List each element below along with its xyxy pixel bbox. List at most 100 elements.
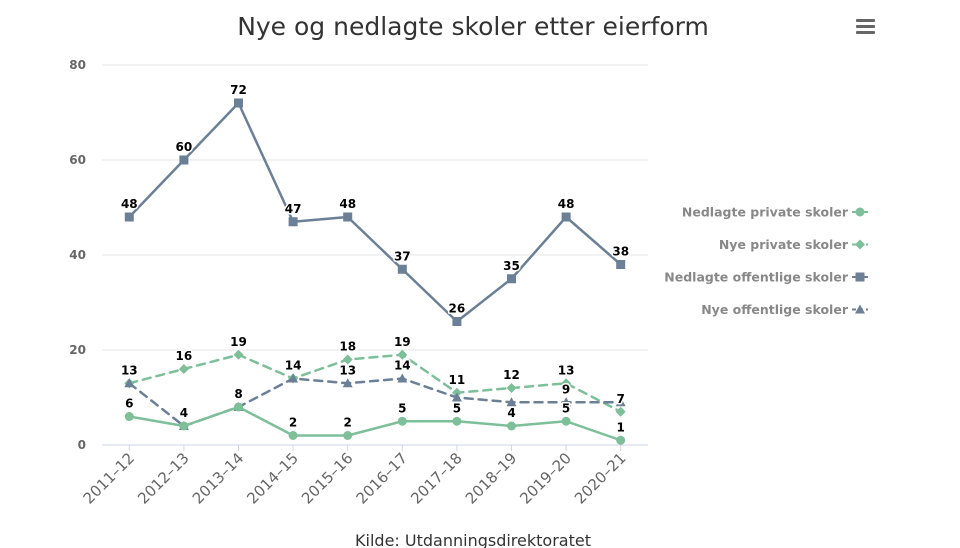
data-label: 48 (339, 197, 356, 211)
data-label: 13 (121, 363, 138, 377)
data-label: 19 (230, 335, 247, 349)
legend-marker (855, 207, 865, 217)
x-tick-label: 2014–15 (243, 449, 302, 508)
credit-text: Kilde: Utdanningsdirektoratet (355, 531, 591, 548)
data-label: 60 (176, 140, 193, 154)
data-point (615, 406, 626, 417)
data-point (616, 260, 626, 269)
legend-marker (855, 272, 865, 282)
legend-item[interactable]: Nye offentlige skoler (701, 302, 868, 317)
legend: Nedlagte private skoler Nye private skole… (664, 205, 868, 317)
legend-item[interactable]: Nedlagte private skoler (682, 205, 868, 220)
data-label: 4 (180, 406, 188, 420)
x-tick-label: 2013–14 (189, 449, 248, 508)
data-point (288, 373, 299, 383)
data-label: 4 (507, 406, 515, 420)
legend-label: Nedlagte offentlige skoler (664, 270, 849, 285)
x-axis: 2011–122012–132013–142014–152015–162016–… (80, 445, 630, 508)
data-label: 37 (394, 249, 411, 263)
data-point (234, 98, 243, 108)
legend-item[interactable]: Nedlagte offentlige skoler (664, 270, 868, 285)
y-tick-label: 80 (69, 58, 86, 72)
legend-marker (855, 239, 865, 250)
data-label: 72 (230, 83, 247, 97)
hamburger-menu-icon[interactable] (852, 14, 880, 40)
x-tick-label: 2018–19 (462, 449, 521, 508)
data-label: 5 (398, 401, 406, 415)
data-label: 26 (449, 302, 466, 316)
data-label: 35 (503, 259, 520, 273)
data-point (561, 212, 571, 222)
data-label: 11 (449, 373, 466, 387)
data-point (343, 212, 353, 222)
data-point (616, 435, 626, 445)
series-0 (124, 402, 626, 445)
data-label: 2 (289, 416, 297, 430)
data-point (615, 397, 626, 407)
y-tick-label: 40 (69, 248, 86, 262)
data-point (234, 402, 243, 412)
series-2 (124, 98, 626, 326)
data-label: 7 (617, 392, 625, 406)
chart-title: Nye og nedlagte skoler etter eierform (237, 12, 709, 41)
legend-marker (855, 304, 865, 314)
data-label: 12 (503, 368, 520, 382)
data-label: 6 (125, 397, 133, 411)
data-point (343, 431, 353, 440)
data-point (506, 383, 517, 393)
y-tick-label: 0 (78, 438, 86, 452)
data-point (178, 364, 189, 374)
data-label: 13 (339, 363, 356, 377)
data-label: 38 (612, 245, 629, 259)
data-point (507, 421, 516, 431)
x-tick-label: 2012–13 (134, 449, 193, 508)
x-tick-label: 2015–16 (298, 449, 357, 508)
data-label: 5 (562, 401, 570, 415)
data-point (288, 431, 298, 440)
x-tick-label: 2019–20 (516, 449, 575, 508)
y-tick-label: 20 (69, 343, 86, 357)
legend-item[interactable]: Nye private skoler (719, 237, 868, 252)
data-label: 14 (285, 359, 302, 373)
x-tick-label: 2017–18 (407, 449, 466, 508)
legend-label: Nye offentlige skoler (701, 302, 849, 317)
grid-lines (102, 64, 648, 446)
data-label: 13 (558, 363, 575, 377)
x-tick-label: 2016–17 (353, 449, 412, 508)
data-label: 2 (344, 416, 352, 430)
legend-label: Nedlagte private skoler (682, 205, 849, 220)
data-label: 47 (285, 202, 302, 216)
y-tick-label: 60 (69, 153, 86, 167)
data-point (397, 373, 408, 383)
data-label: 18 (339, 340, 356, 354)
data-point (561, 416, 571, 426)
x-tick-label: 2020–21 (571, 449, 630, 508)
data-label: 9 (562, 382, 570, 396)
data-point (452, 416, 462, 426)
data-point (506, 397, 517, 407)
data-point (342, 354, 353, 365)
x-tick-label: 2011–12 (80, 449, 139, 508)
data-label: 1 (617, 420, 625, 434)
data-point (124, 212, 134, 222)
legend-label: Nye private skoler (719, 237, 849, 252)
data-point (342, 378, 353, 388)
data-label: 48 (558, 197, 575, 211)
data-point (507, 274, 516, 284)
data-label: 48 (121, 197, 138, 211)
data-label: 16 (176, 349, 193, 363)
data-label: 14 (394, 359, 411, 373)
data-point (179, 421, 189, 431)
data-label: 5 (453, 401, 461, 415)
data-point (233, 349, 244, 360)
data-point (561, 397, 572, 407)
series-layer (124, 98, 626, 445)
data-point (124, 412, 134, 421)
series-line (128, 405, 622, 442)
y-axis: 0 20 40 60 80 (69, 58, 86, 452)
series-1 (124, 349, 626, 417)
data-point (288, 217, 298, 227)
series-line (128, 353, 622, 413)
